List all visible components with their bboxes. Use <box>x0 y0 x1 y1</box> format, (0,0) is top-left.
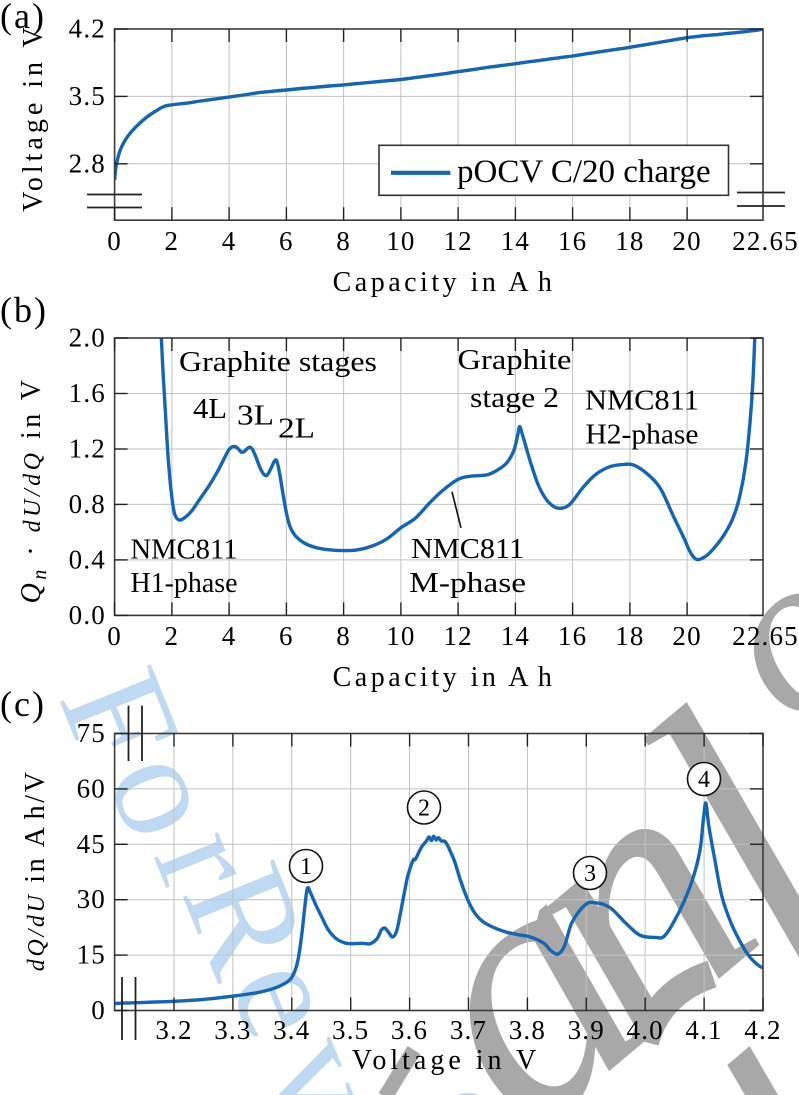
svg-text:10: 10 <box>386 226 415 256</box>
svg-text:3.5: 3.5 <box>69 81 106 111</box>
svg-text:(b): (b) <box>0 290 48 330</box>
svg-text:3L: 3L <box>237 401 274 432</box>
svg-text:12: 12 <box>443 621 472 651</box>
svg-text:16: 16 <box>558 226 587 256</box>
svg-text:1: 1 <box>300 854 312 880</box>
svg-text:30: 30 <box>77 884 106 914</box>
svg-text:8: 8 <box>336 226 351 256</box>
svg-text:60: 60 <box>77 773 106 803</box>
svg-text:NMC811: NMC811 <box>411 534 524 565</box>
svg-text:20: 20 <box>672 226 701 256</box>
svg-text:H2-phase: H2-phase <box>586 420 699 451</box>
svg-text:14: 14 <box>501 226 530 256</box>
svg-text:0.0: 0.0 <box>69 600 106 630</box>
svg-text:Qn · dU/dQ in V: Qn · dU/dQ in V <box>16 377 51 604</box>
svg-text:75: 75 <box>77 718 106 748</box>
svg-text:45: 45 <box>77 829 106 859</box>
svg-text:4: 4 <box>698 767 710 793</box>
svg-text:0: 0 <box>107 621 122 651</box>
svg-text:3.2: 3.2 <box>155 1015 192 1045</box>
svg-text:3.9: 3.9 <box>568 1015 605 1045</box>
svg-text:dQ/dU in A h/V: dQ/dU in A h/V <box>20 769 51 971</box>
svg-text:12: 12 <box>443 226 472 256</box>
svg-text:2: 2 <box>165 226 180 256</box>
svg-text:Capacity in A h: Capacity in A h <box>333 267 556 298</box>
svg-text:pOCV C/20 charge: pOCV C/20 charge <box>457 154 711 190</box>
svg-text:18: 18 <box>615 226 644 256</box>
svg-text:6: 6 <box>279 621 294 651</box>
svg-text:22.65: 22.65 <box>732 621 799 651</box>
svg-text:2.0: 2.0 <box>69 323 106 353</box>
svg-text:3.3: 3.3 <box>214 1015 251 1045</box>
svg-text:3.5: 3.5 <box>332 1015 369 1045</box>
svg-text:1.2: 1.2 <box>69 434 106 464</box>
svg-text:16: 16 <box>558 621 587 651</box>
svg-text:4L: 4L <box>193 394 227 425</box>
svg-text:Capacity in A h: Capacity in A h <box>333 662 556 693</box>
svg-text:8: 8 <box>336 621 351 651</box>
svg-text:22.65: 22.65 <box>732 226 799 256</box>
svg-text:Graphite stages: Graphite stages <box>179 347 377 378</box>
svg-text:(a): (a) <box>0 0 46 36</box>
svg-text:2L: 2L <box>278 414 315 445</box>
svg-text:3.4: 3.4 <box>273 1015 310 1045</box>
svg-text:3.8: 3.8 <box>509 1015 546 1045</box>
svg-text:20: 20 <box>672 621 701 651</box>
svg-text:Graphite: Graphite <box>458 345 572 376</box>
svg-text:0.8: 0.8 <box>69 489 106 519</box>
svg-text:H1-phase: H1-phase <box>131 568 238 599</box>
svg-text:18: 18 <box>615 621 644 651</box>
svg-text:2: 2 <box>165 621 180 651</box>
svg-text:3: 3 <box>584 861 596 887</box>
svg-text:NMC811: NMC811 <box>585 386 699 417</box>
svg-text:3.6: 3.6 <box>391 1015 428 1045</box>
svg-text:NMC811: NMC811 <box>131 535 238 566</box>
svg-text:6: 6 <box>279 226 294 256</box>
svg-text:14: 14 <box>501 621 530 651</box>
svg-text:15: 15 <box>77 940 106 970</box>
svg-text:Voltage in V: Voltage in V <box>18 23 49 212</box>
svg-text:1.6: 1.6 <box>69 378 106 408</box>
svg-text:3.7: 3.7 <box>450 1015 487 1045</box>
svg-text:10: 10 <box>386 621 415 651</box>
svg-text:0: 0 <box>107 226 122 256</box>
svg-text:4.0: 4.0 <box>627 1015 664 1045</box>
svg-text:0.4: 0.4 <box>69 544 106 574</box>
svg-text:stage 2: stage 2 <box>470 383 559 414</box>
svg-text:Voltage in V: Voltage in V <box>352 1045 541 1076</box>
svg-text:4.2: 4.2 <box>69 14 106 44</box>
svg-text:4.1: 4.1 <box>685 1015 722 1045</box>
svg-text:4: 4 <box>222 226 237 256</box>
svg-text:4.2: 4.2 <box>744 1015 781 1045</box>
svg-text:(c): (c) <box>0 684 46 724</box>
svg-text:4: 4 <box>222 621 237 651</box>
svg-text:M-phase: M-phase <box>409 568 526 599</box>
svg-text:2.8: 2.8 <box>69 148 106 178</box>
svg-text:2: 2 <box>418 796 430 822</box>
svg-text:0: 0 <box>91 995 106 1025</box>
